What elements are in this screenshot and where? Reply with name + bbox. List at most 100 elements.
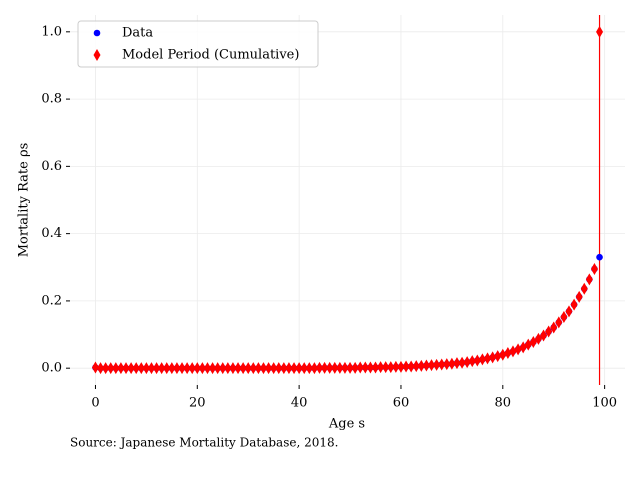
- point: [428, 359, 436, 372]
- point: [499, 348, 507, 361]
- point: [117, 362, 125, 375]
- point: [453, 357, 461, 370]
- point: [173, 362, 181, 375]
- point: [346, 361, 354, 374]
- point: [188, 362, 196, 375]
- y-tick-label: 0.8: [41, 92, 62, 107]
- point: [382, 361, 390, 374]
- point: [300, 362, 308, 375]
- point: [178, 362, 186, 375]
- point: [168, 362, 176, 375]
- point: [560, 311, 568, 324]
- x-tick-label: 80: [495, 396, 512, 411]
- point: [290, 362, 298, 375]
- point: [112, 362, 120, 375]
- x-tick-label: 40: [291, 396, 308, 411]
- y-tick-label: 1.0: [41, 24, 62, 39]
- point: [203, 362, 211, 375]
- point: [433, 358, 441, 371]
- point: [468, 355, 476, 368]
- y-tick-label: 0.0: [41, 361, 62, 376]
- legend-box: [77, 20, 319, 68]
- point: [295, 362, 303, 375]
- point: [570, 298, 578, 311]
- y-tick-label: 0.2: [41, 293, 62, 308]
- point: [275, 362, 283, 375]
- point: [580, 282, 588, 295]
- point: [438, 358, 446, 371]
- point: [310, 362, 318, 375]
- point: [209, 362, 217, 375]
- point: [234, 362, 242, 375]
- x-tick-label: 100: [592, 396, 617, 411]
- point: [326, 361, 334, 374]
- point: [555, 316, 563, 329]
- point: [183, 362, 191, 375]
- legend-marker: [93, 49, 101, 61]
- point: [596, 253, 603, 261]
- point: [122, 362, 130, 375]
- point: [514, 343, 522, 356]
- point: [193, 362, 201, 375]
- point: [545, 325, 553, 338]
- x-tick-label: 0: [91, 396, 99, 411]
- point: [565, 305, 573, 318]
- point: [107, 362, 115, 375]
- point: [443, 358, 451, 371]
- point: [132, 362, 140, 375]
- point: [524, 338, 532, 351]
- point: [259, 362, 267, 375]
- point: [519, 341, 527, 354]
- point: [366, 361, 374, 374]
- legend-marker: [93, 29, 101, 37]
- point: [249, 362, 257, 375]
- point: [590, 262, 598, 275]
- point: [254, 362, 262, 375]
- point: [270, 362, 278, 375]
- point: [153, 362, 161, 375]
- point: [361, 361, 369, 374]
- point: [377, 361, 385, 374]
- y-tick-label: 0.6: [41, 159, 62, 174]
- point: [224, 362, 232, 375]
- point: [448, 357, 456, 370]
- point: [412, 360, 420, 373]
- point: [341, 361, 349, 374]
- point: [509, 345, 517, 358]
- y-tick-label: 0.4: [41, 226, 62, 241]
- point: [402, 360, 410, 373]
- point: [392, 360, 400, 373]
- point: [142, 362, 150, 375]
- point: [484, 352, 492, 365]
- point: [596, 25, 604, 38]
- point: [214, 362, 222, 375]
- point: [315, 361, 323, 374]
- point: [550, 321, 558, 334]
- point: [219, 362, 227, 375]
- legend-label: Data: [122, 26, 153, 41]
- point: [356, 361, 364, 374]
- point: [473, 354, 481, 367]
- point: [97, 362, 105, 375]
- point: [265, 362, 273, 375]
- point: [585, 273, 593, 286]
- legend-label: Model Period (Cumulative): [122, 48, 299, 63]
- point: [147, 362, 155, 375]
- y-axis-label: Mortality Rate ρs: [17, 143, 32, 258]
- point: [351, 361, 359, 374]
- point: [305, 362, 313, 375]
- point: [407, 360, 415, 373]
- point: [229, 362, 237, 375]
- point: [321, 361, 329, 374]
- point: [285, 362, 293, 375]
- point: [102, 362, 110, 375]
- point: [417, 359, 425, 372]
- point: [463, 356, 471, 369]
- point: [158, 362, 166, 375]
- point: [137, 362, 145, 375]
- source-note: Source: Japanese Mortality Database, 201…: [70, 436, 338, 450]
- x-tick-label: 20: [189, 396, 206, 411]
- point: [422, 359, 430, 372]
